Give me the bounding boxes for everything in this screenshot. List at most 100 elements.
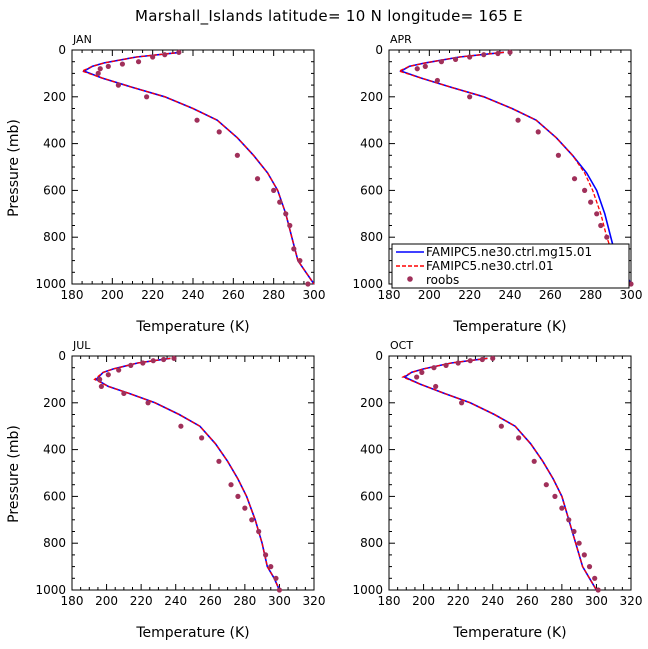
x-tick-label-oct: 180 [378,594,401,608]
series-line-ctrl-jan [80,51,315,285]
roobs-point-apr [535,129,541,135]
roobs-point-jul [199,435,205,441]
x-tick-label-jan: 180 [61,288,84,302]
roobs-point-jul [128,362,134,368]
x-tick-label-apr: 300 [620,288,643,302]
plot-frame-jan [71,49,315,285]
legend-swatch-roobs [407,276,413,282]
roobs-point-jan [97,66,103,72]
y-tick-label-jan: 0 [58,43,66,57]
roobs-point-oct [516,435,522,441]
roobs-point-jul [140,360,146,366]
roobs-point-apr [495,50,501,57]
x-axis-title-oct: Temperature (K) [452,625,566,641]
roobs-point-jul [161,356,167,363]
roobs-point-jul [145,400,151,406]
y-tick-label-jan: 600 [43,183,66,197]
y-tick-label-oct: 0 [375,349,383,363]
x-axis-title-apr: Temperature (K) [452,319,566,335]
roobs-point-apr [467,54,473,60]
legend-box [391,243,630,289]
roobs-point-jul [97,376,103,382]
roobs-point-jan [194,117,200,123]
roobs-point-oct [479,356,485,363]
roobs-point-apr [422,63,428,69]
legend-label-roobs: roobs [426,273,459,287]
x-tick-label-oct: 200 [412,594,435,608]
panel-jul: JUL 180 200 220 240 260 280 300 320 0 200 400 600 80… [6,339,325,641]
panel-title-jan: JAN [72,33,92,46]
roobs-point-oct [419,369,425,375]
roobs-point-jan [135,59,142,65]
x-axis-title-jul: Temperature (K) [135,625,249,641]
roobs-point-jan [176,49,182,55]
roobs-point-oct [443,362,449,368]
roobs-point-oct [581,552,587,558]
legend-label-mg15: FAMIPC5.ne30.ctrl.mg15.01 [426,245,592,259]
roobs-point-apr [594,211,600,217]
roobs-point-jul [121,390,127,397]
roobs-point-jul [268,564,274,570]
roobs-point-jul [178,423,184,429]
x-tick-label-apr: 280 [579,288,602,302]
roobs-point-oct [592,575,598,581]
x-tick-label-jul: 220 [130,594,153,608]
roobs-point-jan [144,94,150,100]
roobs-point-jul [273,575,279,581]
roobs-point-jul [98,383,104,390]
series-line-ctrl-oct [401,357,597,591]
roobs-point-apr [604,234,610,240]
roobs-point-apr [598,222,604,229]
x-tick-label-oct: 280 [550,594,573,608]
roobs-point-oct [571,528,577,535]
x-tick-label-jul: 300 [268,594,291,608]
roobs-point-apr [588,199,594,205]
roobs-point-oct [543,482,549,488]
x-tick-label-jul: 240 [164,594,187,608]
roobs-point-apr [582,187,588,193]
legend-label-ctrl: FAMIPC5.ne30.ctrl.01 [426,259,554,273]
panel-oct: OCT 180 200 220 240 260 280 300 320 0 200 400 600 80… [352,339,642,641]
x-tick-label-jul: 280 [233,594,256,608]
panel-title-oct: OCT [390,339,413,352]
roobs-point-jan [287,222,293,229]
roobs-point-apr [555,152,562,158]
series-line-mg15-oct [402,357,598,591]
roobs-point-oct [559,505,565,511]
x-tick-label-apr: 180 [378,288,401,302]
roobs-point-jan [305,281,311,287]
roobs-point-jul [256,528,262,535]
y-tick-label-jan: 1000 [35,277,66,291]
roobs-point-apr [452,56,459,62]
y-tick-label-jul: 0 [58,349,66,363]
y-axis-title-jan: Pressure (mb) [6,119,22,217]
y-tick-label-oct: 800 [360,536,383,550]
roobs-point-jan [283,211,289,217]
panel-title-apr: APR [390,33,412,46]
plot-area-oct: 180 200 220 240 260 280 300 320 0 200 400 600 800 100… [352,349,642,608]
x-tick-label-jan: 280 [262,288,285,302]
x-axis-title-jan: Temperature (K) [135,319,249,335]
figure-title: Marshall_Islands latitude= 10 N longitud… [135,7,523,26]
x-tick-label-apr: 200 [418,288,441,302]
roobs-point-oct [531,458,537,464]
y-tick-label-jan: 200 [43,90,66,104]
legend: FAMIPC5.ne30.ctrl.mg15.01 FAMIPC5.ne30.c… [391,243,630,289]
roobs-point-apr [481,52,487,58]
x-tick-label-jul: 180 [61,594,84,608]
y-tick-label-apr: 200 [360,90,383,104]
roobs-point-oct [414,374,420,380]
x-tick-label-jan: 220 [141,288,164,302]
x-tick-label-oct: 300 [585,594,608,608]
roobs-point-jan [95,70,101,76]
roobs-point-jan [162,52,168,58]
x-tick-label-oct: 220 [447,594,470,608]
roobs-point-jan [150,54,156,60]
y-tick-label-oct: 400 [360,443,383,457]
y-tick-label-jul: 600 [43,489,66,503]
roobs-point-jan [234,152,240,158]
y-tick-label-apr: 800 [360,230,383,244]
roobs-point-apr [467,94,473,100]
roobs-point-apr [507,49,513,55]
